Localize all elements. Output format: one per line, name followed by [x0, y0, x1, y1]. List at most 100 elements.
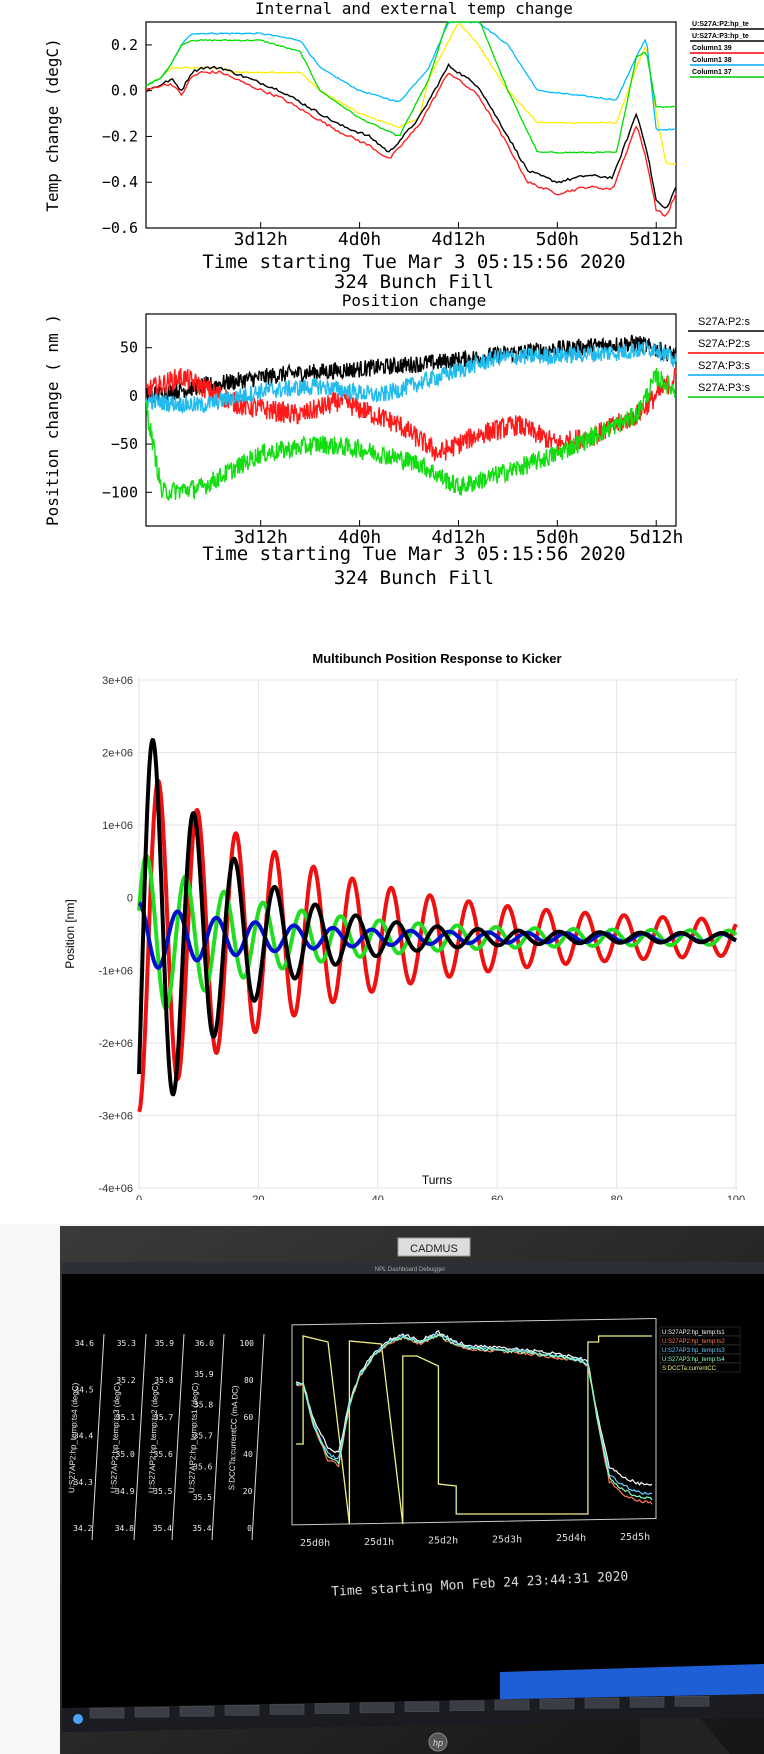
legend-entry: S27A:P2:s [698, 338, 750, 350]
chart3-xtick-label: 100 [727, 1194, 745, 1200]
chart2-xtick-label: 5d12h [629, 527, 683, 548]
chart1-ytick-label: 0.2 [111, 36, 138, 54]
chart2-ytick-label: 0 [129, 387, 138, 405]
monitor-trace-temp [295, 1333, 653, 1501]
monitor-axis-tick: 34.3 [74, 1478, 93, 1487]
monitor-axis-tick: 35.8 [194, 1401, 213, 1410]
monitor-axis-tick: 100 [240, 1339, 255, 1348]
taskbar-item[interactable] [179, 1705, 215, 1717]
legend-box [690, 310, 764, 332]
taskbar-item[interactable] [314, 1703, 350, 1714]
legend-box [690, 30, 764, 42]
taskbar-item[interactable] [404, 1701, 440, 1712]
monitor-axis-line [133, 1333, 147, 1541]
chart1-ytick-label: −0.6 [102, 219, 138, 237]
hp-logo-text: hp [433, 1738, 443, 1748]
monitor-trace-current [296, 1335, 652, 1525]
start-icon[interactable] [73, 1714, 83, 1724]
monitor-legend: U:S27AP2:hp_temp:ts1 U:S27AP2:hp_temp:ts2… [659, 1326, 741, 1373]
monitor-axis-tick: 35.4 [153, 1524, 172, 1533]
chart3-xtick-label: 40 [372, 1194, 384, 1200]
chart3-xtick-label: 80 [610, 1194, 622, 1200]
taskbar-blue [500, 1664, 764, 1702]
monitor-axis-tick: 35.6 [193, 1462, 212, 1471]
chart2-frame [145, 313, 677, 527]
monitor-legend-box [659, 1362, 741, 1373]
legend-box [690, 54, 764, 66]
taskbar-item[interactable] [224, 1705, 260, 1716]
taskbar-item[interactable] [629, 1696, 665, 1708]
chart1-series-line [145, 62, 677, 209]
monitor-axis-tick: 0 [247, 1524, 252, 1533]
taskbar-item[interactable] [449, 1700, 485, 1712]
legend-box [690, 66, 764, 78]
legend-box [690, 42, 764, 54]
monitor-label-plate [397, 1237, 471, 1257]
chart3-ytick-label: 0 [127, 893, 133, 905]
monitor-axis-label: U:S27AP2:hp_temp:ts2 (degC) [147, 1382, 160, 1493]
legend-box [690, 18, 764, 30]
monitor-legend-entry: U:S27AP2:hp_temp:ts2 [662, 1339, 725, 1345]
chart3-title: Multibunch Position Response to Kicker [312, 651, 561, 666]
taskbar-item[interactable] [674, 1696, 710, 1707]
chart3-xtick-label: 0 [136, 1194, 142, 1200]
chart1-subtitle: 324 Bunch Fill [334, 271, 494, 290]
monitor-axis-tick: 20 [243, 1487, 253, 1496]
legend-entry: S27A:P2:s [698, 316, 750, 328]
plot-frame [291, 1318, 657, 1526]
monitor-axis-tick: 34.9 [115, 1487, 134, 1496]
taskbar-item[interactable] [539, 1698, 575, 1710]
chart3-ytick-label: -3e+06 [98, 1110, 133, 1122]
taskbar-item[interactable] [134, 1706, 170, 1718]
chart1-xtick-label: 4d12h [431, 229, 485, 250]
monitor-axis-label: S:DCCTa:currentCC (mA DC) [227, 1385, 240, 1490]
chart3-ytick-label: -2e+06 [98, 1038, 133, 1050]
taskbar-item[interactable] [269, 1704, 305, 1715]
chart3-ytick-label: 3e+06 [102, 675, 133, 687]
monitor-legend-entry: U:S27AP3:hp_temp:ts3 [662, 1348, 725, 1354]
monitor-axis-tick: 35.3 [117, 1339, 136, 1348]
taskbar-item[interactable] [359, 1702, 395, 1713]
multibunch-chart: Multibunch Position Response to Kicker P… [63, 651, 745, 1200]
monitor-axis-tick: 35.4 [192, 1524, 211, 1533]
monitor-axis-tick: 34.4 [74, 1432, 93, 1441]
legend-box [690, 376, 764, 398]
chart2-ytick-label: −100 [102, 483, 138, 501]
taskbar-item[interactable] [584, 1697, 620, 1709]
chart1-xlabel: Time starting Tue Mar 3 05:15:56 2020 [202, 251, 625, 273]
monitor-axis-tick: 36.0 [195, 1339, 214, 1348]
monitor-axis-label: U:S27AP2:hp_temp:ts1 (degC) [187, 1382, 200, 1493]
monitor-xtick: 25d4h [556, 1533, 586, 1544]
chart1-xtick-label: 3d12h [234, 229, 288, 250]
chart1-ylabel: Temp change (degC) [43, 38, 62, 211]
chart2-ytick-label: 50 [120, 339, 138, 357]
monitor-axis-tick: 35.8 [154, 1376, 173, 1385]
monitor-axis-tick: 40 [243, 1450, 253, 1459]
taskbar-item[interactable] [89, 1707, 125, 1719]
monitor-axis-tick: 35.5 [193, 1493, 212, 1502]
monitor-axis-line [171, 1333, 185, 1541]
monitor-axis-tick: 35.2 [116, 1376, 135, 1385]
chart3-ytick-label: 2e+06 [102, 748, 133, 760]
chart1-xtick-label: 4d0h [338, 229, 381, 250]
chart1-ytick-label: −0.4 [102, 173, 138, 191]
chart2-legend: S27A:P2:s S27A:P2:s S27A:P3:s S27A:P3:s [688, 310, 764, 398]
monitor-axis-tick: 35.5 [153, 1487, 172, 1496]
window-title: NPL Dashboard Debugger [375, 1267, 446, 1273]
chart3-series-line [137, 778, 738, 1113]
chart1-series-line [145, 21, 677, 154]
chart2-xtick-label: 3d12h [234, 527, 288, 548]
chart1-ytick-label: 0.0 [111, 82, 138, 100]
chart3-series-line [137, 901, 738, 970]
chart1-ytick-label: −0.2 [102, 127, 138, 145]
monitor-photo: CADMUS NPL Dashboard Debugger 34.6 34.5 34… [0, 1224, 764, 1754]
legend-entry: Column1 38 [692, 57, 732, 64]
chart2-title: Position change [342, 291, 487, 310]
monitor-xtick: 25d0h [300, 1538, 330, 1549]
legend-entry: Column1 39 [692, 45, 732, 52]
taskbar-item[interactable] [494, 1699, 530, 1711]
monitor-axis-tick: 35.0 [116, 1450, 135, 1459]
legend-entry: U:S27A:P2:hp_te [692, 21, 749, 28]
monitor-axis-tick: 80 [244, 1376, 254, 1385]
chart1-series-line [145, 22, 677, 166]
